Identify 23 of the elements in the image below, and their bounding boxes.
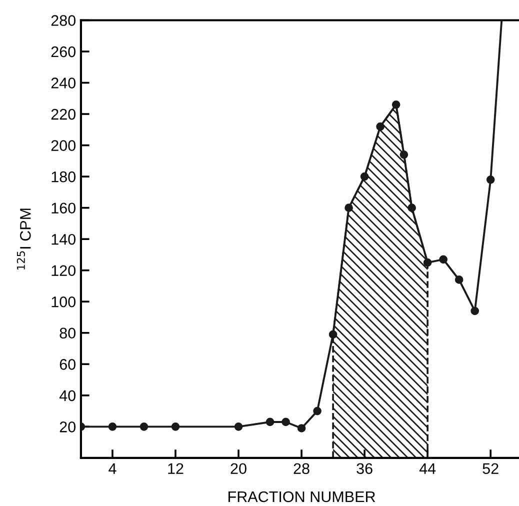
x-axis-title: FRACTION NUMBER [228,491,376,502]
x-tick-label: 12 [168,463,184,474]
y-tick-label: 140 [52,234,76,245]
y-tick-label: 120 [52,265,76,276]
y-tick-label: 200 [51,140,76,151]
x-tick-label: 4 [108,463,116,474]
x-tick-label: 36 [356,463,372,474]
y-tick-label: 100 [52,296,76,308]
y-tick-label: 260 [51,46,76,58]
y-tick-label: 220 [51,108,76,120]
y-tick-label: 240 [51,78,76,88]
y-tick-label: 160 [52,202,76,214]
y-axis-title: $^{125}$I CPM [16,208,31,270]
y-tick-label: 180 [52,171,76,182]
y-tick-label: 280 [51,15,76,26]
x-tick-label: 44 [419,463,436,474]
x-tick-label: 28 [294,463,310,474]
y-tick-label: 60 [60,359,76,370]
x-tick-label: 20 [230,463,246,474]
y-tick-label: 80 [60,328,76,339]
x-tick-label: 52 [482,463,498,474]
y-tick-label: 40 [59,390,76,402]
y-tick-label: 20 [60,422,76,432]
